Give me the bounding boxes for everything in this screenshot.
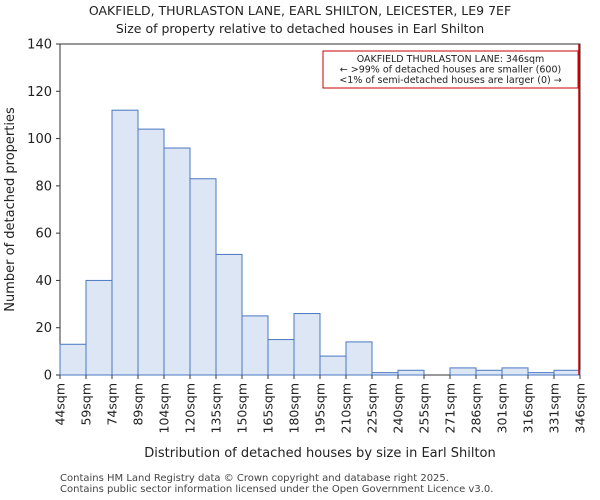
x-tick-label: 89sqm <box>131 383 146 426</box>
bar <box>501 367 529 376</box>
bar <box>85 279 113 376</box>
chart-title: OAKFIELD, THURLASTON LANE, EARL SHILTON,… <box>88 3 512 18</box>
bar <box>215 253 243 376</box>
x-tick-label: 316sqm <box>521 383 536 433</box>
y-tick-label: 100 <box>27 132 52 147</box>
x-tick-label: 44sqm <box>53 383 68 426</box>
x-tick-label: 135sqm <box>209 383 224 433</box>
x-tick-label: 346sqm <box>573 383 588 433</box>
bar <box>163 147 191 376</box>
chart-subtitle: Size of property relative to detached ho… <box>115 21 485 36</box>
y-axis-label: Number of detached properties <box>3 107 18 312</box>
annotation-line: ← >99% of detached houses are smaller (6… <box>340 65 561 76</box>
bar <box>137 128 165 376</box>
bar <box>553 369 581 376</box>
annotation-box <box>322 50 579 89</box>
x-tick-label: 150sqm <box>235 383 250 433</box>
bar <box>527 372 555 376</box>
x-tick-label: 195sqm <box>313 383 328 433</box>
annotation-line: <1% of semi-detached houses are larger (… <box>339 75 561 86</box>
y-tick-label: 20 <box>35 321 52 336</box>
y-tick-label: 0 <box>44 369 52 384</box>
bar <box>293 313 321 376</box>
x-tick-label: 165sqm <box>261 383 276 433</box>
x-tick-label: 210sqm <box>339 383 354 433</box>
footer-line-1: Contains HM Land Registry data © Crown c… <box>60 473 449 484</box>
x-tick-label: 271sqm <box>443 383 458 433</box>
x-axis-label: Distribution of detached houses by size … <box>144 446 496 461</box>
bar <box>397 369 425 376</box>
x-tick-label: 180sqm <box>287 383 302 433</box>
bar <box>449 367 477 376</box>
x-tick-label: 225sqm <box>365 383 380 433</box>
y-tick-label: 80 <box>35 179 52 194</box>
x-tick-label: 301sqm <box>495 383 510 433</box>
bar <box>189 178 217 376</box>
bar <box>475 369 503 376</box>
bar <box>371 372 399 376</box>
bar <box>59 343 87 376</box>
x-tick-label: 286sqm <box>469 383 484 433</box>
x-tick-label: 240sqm <box>391 383 406 433</box>
bar <box>241 315 269 376</box>
annotation-line: OAKFIELD THURLASTON LANE: 346sqm <box>357 54 545 65</box>
bar <box>111 109 139 376</box>
footer-line-2: Contains public sector information licen… <box>60 484 494 495</box>
x-tick-label: 59sqm <box>79 383 94 426</box>
bar <box>267 339 295 376</box>
x-tick-label: 74sqm <box>105 383 120 426</box>
y-tick-label: 60 <box>35 227 52 242</box>
x-tick-label: 104sqm <box>157 383 172 433</box>
bar <box>345 341 373 376</box>
x-tick-label: 331sqm <box>547 383 562 433</box>
y-tick-label: 40 <box>35 274 52 289</box>
bar <box>319 355 347 376</box>
x-tick-label: 120sqm <box>183 383 198 433</box>
y-tick-label: 140 <box>27 38 52 53</box>
x-tick-label: 255sqm <box>417 383 432 433</box>
y-tick-label: 120 <box>27 85 52 100</box>
